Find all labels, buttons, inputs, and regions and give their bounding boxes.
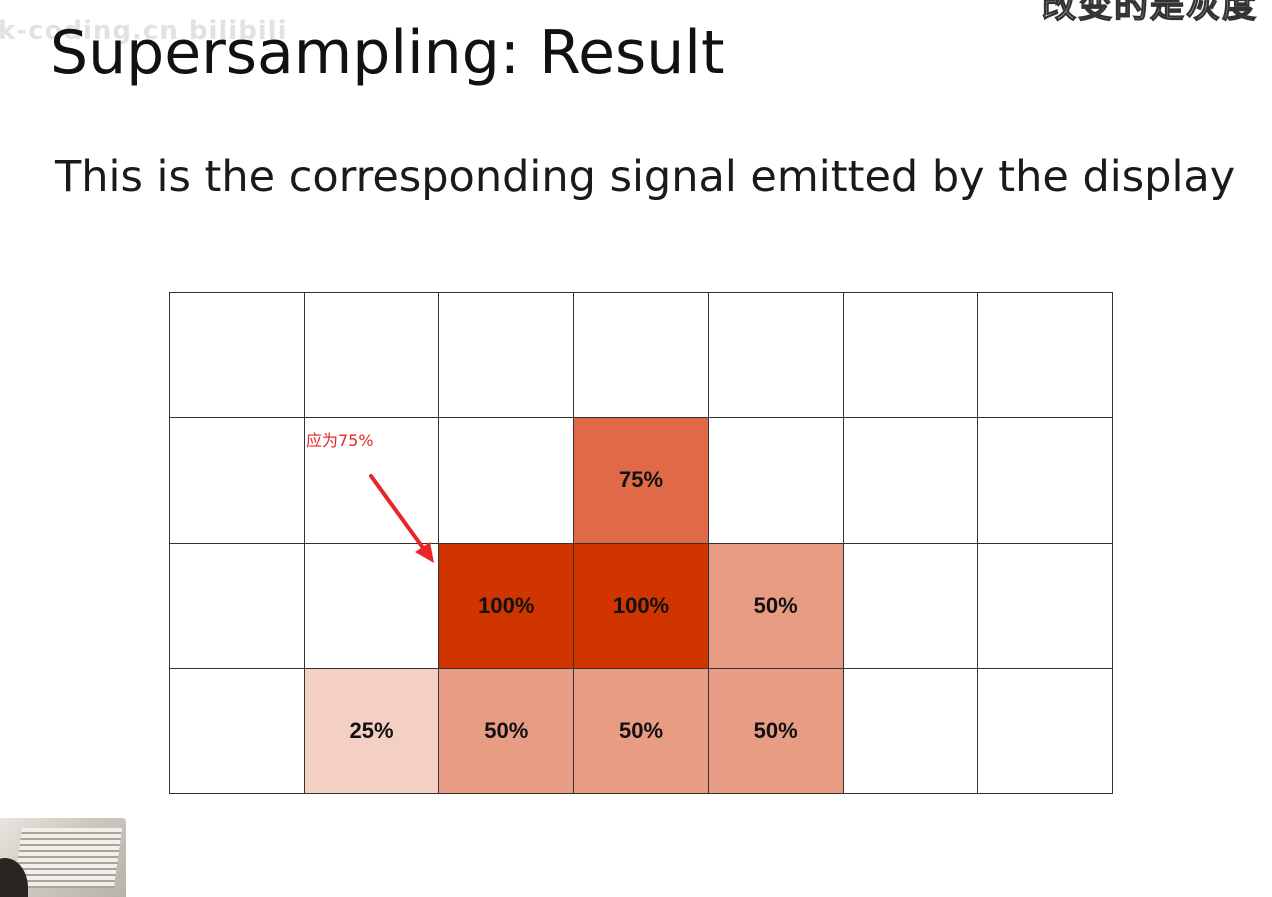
pixel-cell-filled: 75% [574, 418, 709, 544]
window-blinds [13, 828, 123, 888]
pixel-cell [978, 418, 1113, 544]
pixel-cell [304, 543, 440, 669]
pixel-cell [439, 418, 575, 544]
pixel-cell [708, 293, 844, 419]
annotation-note: 应为75% [306, 431, 374, 450]
pixel-cell [978, 668, 1113, 794]
pixel-cell [978, 543, 1113, 669]
watermark: k-coding.cn bilibili [0, 16, 288, 46]
pixel-cell-filled: 25% [304, 668, 440, 794]
pixel-cell [843, 293, 979, 419]
pixel-cell [170, 293, 305, 419]
pixel-cell [439, 293, 575, 419]
slide-subtitle: This is the corresponding signal emitted… [55, 152, 1236, 202]
pixel-signal-grid: 75% 100% 100% 50% 25% 50% 50% 50% [169, 292, 1113, 794]
pixel-cell [843, 668, 979, 794]
pixel-cell [978, 293, 1113, 419]
pixel-cell [843, 543, 979, 669]
video-subtitle-overlay: 改变的是灰度 [1041, 0, 1258, 27]
pixel-cell [843, 418, 979, 544]
pixel-cell-filled: 50% [574, 668, 709, 794]
pixel-cell [170, 418, 305, 544]
pixel-cell [708, 418, 844, 544]
pixel-cell [304, 293, 440, 419]
pixel-cell-filled: 100% [574, 543, 709, 669]
pixel-cell [170, 543, 305, 669]
pixel-cell-filled: 100% [439, 543, 575, 669]
pixel-cell-filled: 50% [439, 668, 575, 794]
pixel-cell-filled: 50% [708, 668, 844, 794]
pixel-cell-filled: 50% [708, 543, 844, 669]
presenter-camera-thumbnail [0, 818, 126, 897]
pixel-cell [170, 668, 305, 794]
pixel-cell [574, 293, 709, 419]
slide-title: Supersampling: Result [50, 18, 725, 88]
